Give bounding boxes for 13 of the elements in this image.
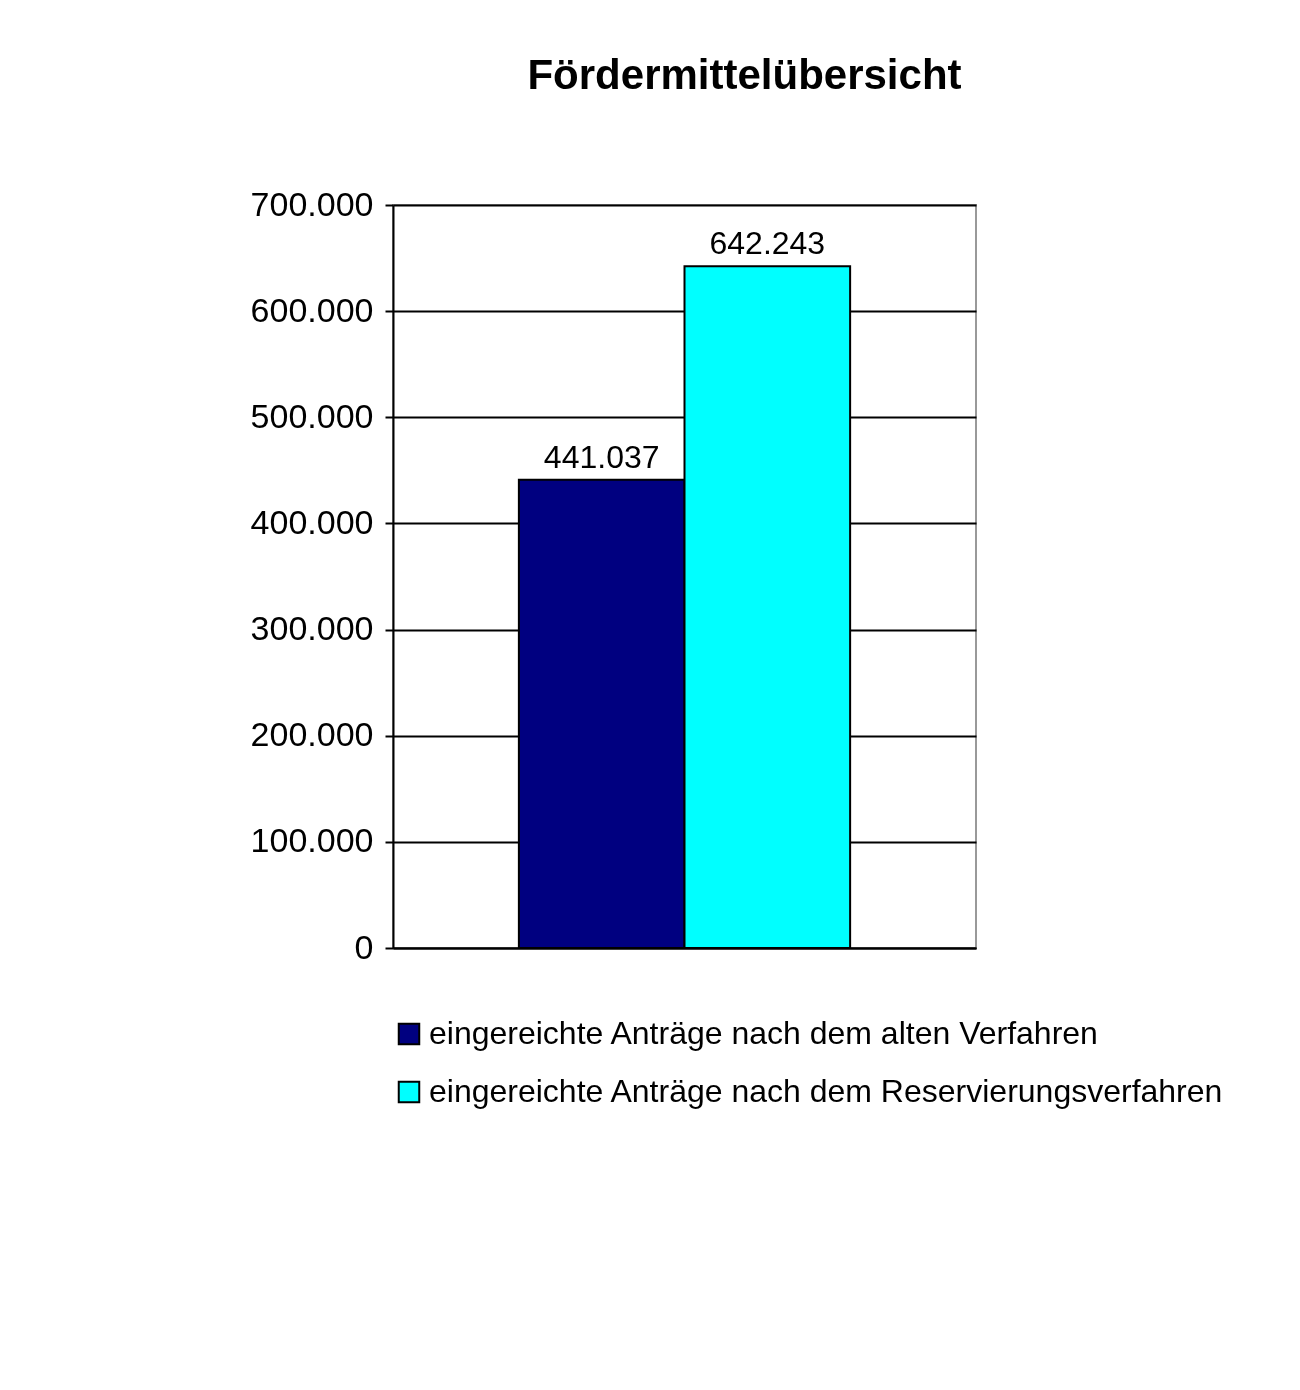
legend-label: eingereichte Anträge nach dem alten Verfahren xyxy=(429,1015,1098,1051)
y-tick-label: 600.000 xyxy=(250,290,374,329)
legend-label: eingereichte Anträge nach dem Reservierungsverfahren xyxy=(429,1073,1223,1109)
y-tick-label: 700.000 xyxy=(250,184,374,223)
y-tick-label: 400.000 xyxy=(250,502,374,541)
y-tick-label: 100.000 xyxy=(250,821,374,860)
chart-title: Fördermittelübersicht xyxy=(527,51,962,98)
y-tick-label: 500.000 xyxy=(250,396,374,435)
data-label: 441.037 xyxy=(543,438,660,475)
y-tick-label: 300.000 xyxy=(250,609,374,648)
y-tick-label: 200.000 xyxy=(250,715,374,754)
y-tick-label: 0 xyxy=(354,927,374,966)
data-label: 642.243 xyxy=(709,225,826,262)
